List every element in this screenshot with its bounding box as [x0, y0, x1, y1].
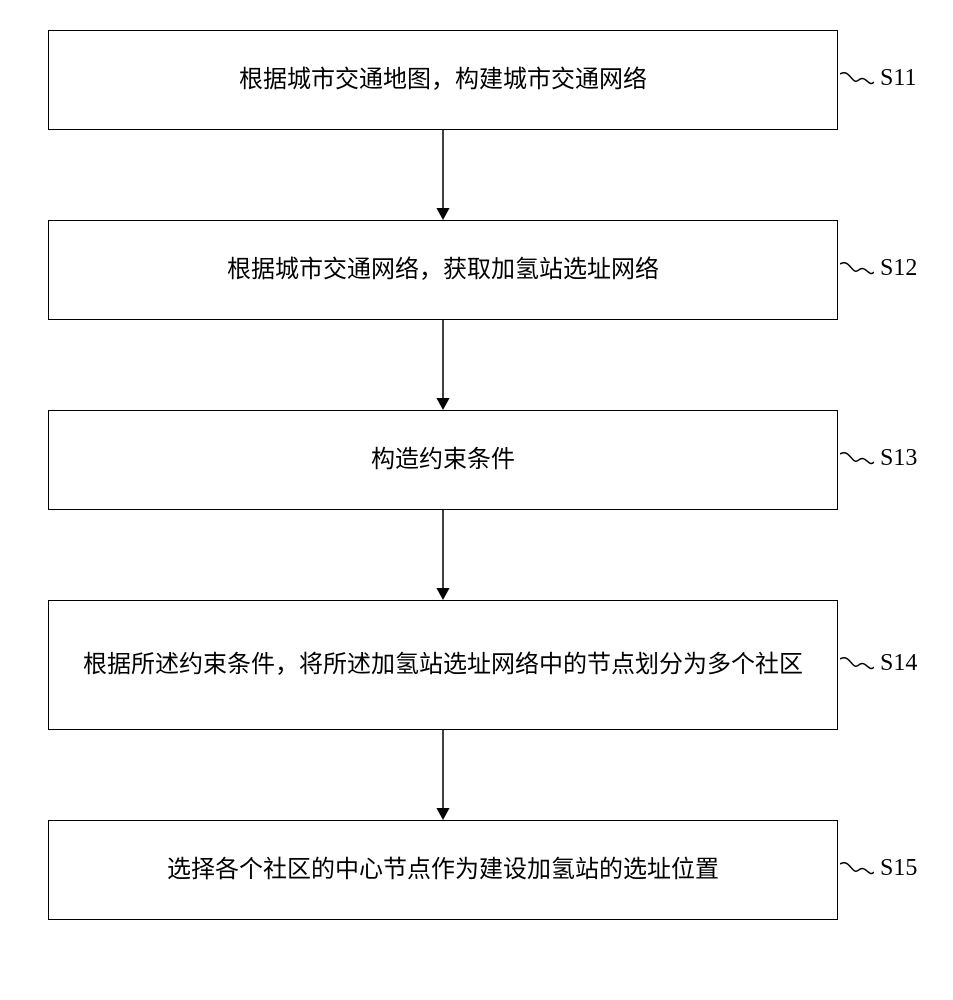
- step-label-s11: S11: [880, 65, 916, 92]
- flow-node-text: 构造约束条件: [371, 442, 515, 478]
- flow-node-s14: 根据所述约束条件，将所述加氢站选址网络中的节点划分为多个社区: [48, 600, 838, 730]
- step-label-s14: S14: [880, 650, 917, 677]
- flow-node-text: 根据城市交通网络，获取加氢站选址网络: [227, 252, 659, 288]
- step-label-s15: S15: [880, 855, 917, 882]
- flow-node-s13: 构造约束条件: [48, 410, 838, 510]
- flow-arrow-s11-s12: [428, 130, 458, 220]
- step-label-s12: S12: [880, 255, 917, 282]
- flow-node-s11: 根据城市交通地图，构建城市交通网络: [48, 30, 838, 130]
- step-connector-s13: [840, 448, 874, 472]
- flow-arrow-s12-s13: [428, 320, 458, 410]
- flow-node-s12: 根据城市交通网络，获取加氢站选址网络: [48, 220, 838, 320]
- flow-node-s15: 选择各个社区的中心节点作为建设加氢站的选址位置: [48, 820, 838, 920]
- step-connector-s12: [840, 258, 874, 282]
- step-connector-s14: [840, 653, 874, 677]
- flow-node-text: 根据所述约束条件，将所述加氢站选址网络中的节点划分为多个社区: [83, 647, 803, 683]
- step-connector-s15: [840, 858, 874, 882]
- flow-arrow-s14-s15: [428, 730, 458, 820]
- flowchart-canvas: 根据城市交通地图，构建城市交通网络 S11 根据城市交通网络，获取加氢站选址网络 S1…: [0, 0, 953, 1000]
- flow-arrow-s13-s14: [428, 510, 458, 600]
- flow-node-text: 选择各个社区的中心节点作为建设加氢站的选址位置: [167, 852, 719, 888]
- step-connector-s11: [840, 68, 874, 92]
- flow-node-text: 根据城市交通地图，构建城市交通网络: [239, 62, 647, 98]
- step-label-s13: S13: [880, 445, 917, 472]
